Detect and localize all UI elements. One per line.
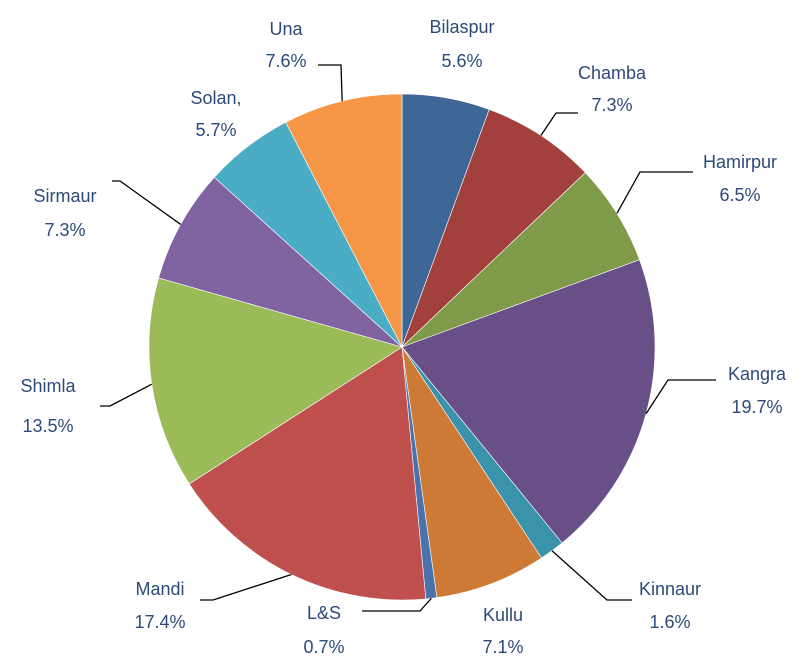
slice [188,346,427,601]
category-label: Shimla [20,376,76,396]
slice [148,277,403,485]
category-label: Bilaspur [429,17,494,37]
slice [158,176,403,348]
value-label: 7.3% [591,95,632,115]
leader-line [362,597,432,612]
category-label: Kangra [728,364,787,384]
value-label: 5.6% [441,51,482,71]
value-label: 7.6% [265,51,306,71]
category-label: Sirmaur [33,186,96,206]
slice [401,109,586,348]
labels: Bilaspur 5.6% Chamba 7.3% Hamirpur 6.5% Kangra… [20,17,787,657]
category-label: Kinnaur [639,579,701,599]
slice [401,346,542,598]
value-label: 7.3% [44,220,85,240]
leader-line [540,112,578,136]
leader-line [645,379,716,415]
value-label: 6.5% [719,185,760,205]
value-label: 7.1% [482,637,523,657]
leader-line [112,180,182,225]
value-label: 0.7% [303,637,344,657]
category-label: Solan, [190,88,241,108]
leader-line [200,573,292,601]
category-label: Mandi [135,579,184,599]
category-label: Chamba [578,63,647,83]
value-label: 17.4% [134,612,185,632]
leader-line [318,64,343,102]
leader-line [616,171,693,214]
leader-line [100,383,153,407]
value-label: 19.7% [731,397,782,417]
pie [148,93,656,601]
category-label: L&S [307,603,341,623]
leader-line [551,550,632,601]
value-label: 5.7% [195,120,236,140]
category-label: Una [269,19,303,39]
value-label: 13.5% [22,416,73,436]
value-label: 1.6% [649,612,690,632]
category-label: Hamirpur [703,152,777,172]
category-label: Kullu [483,605,523,625]
